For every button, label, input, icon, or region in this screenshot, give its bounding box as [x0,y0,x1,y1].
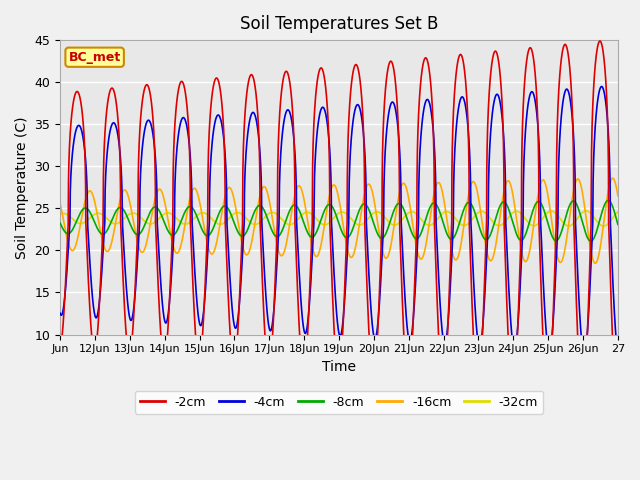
Title: Soil Temperatures Set B: Soil Temperatures Set B [240,15,438,33]
X-axis label: Time: Time [322,360,356,374]
Legend: -2cm, -4cm, -8cm, -16cm, -32cm: -2cm, -4cm, -8cm, -16cm, -32cm [135,391,543,414]
Y-axis label: Soil Temperature (C): Soil Temperature (C) [15,116,29,259]
Text: BC_met: BC_met [68,51,121,64]
